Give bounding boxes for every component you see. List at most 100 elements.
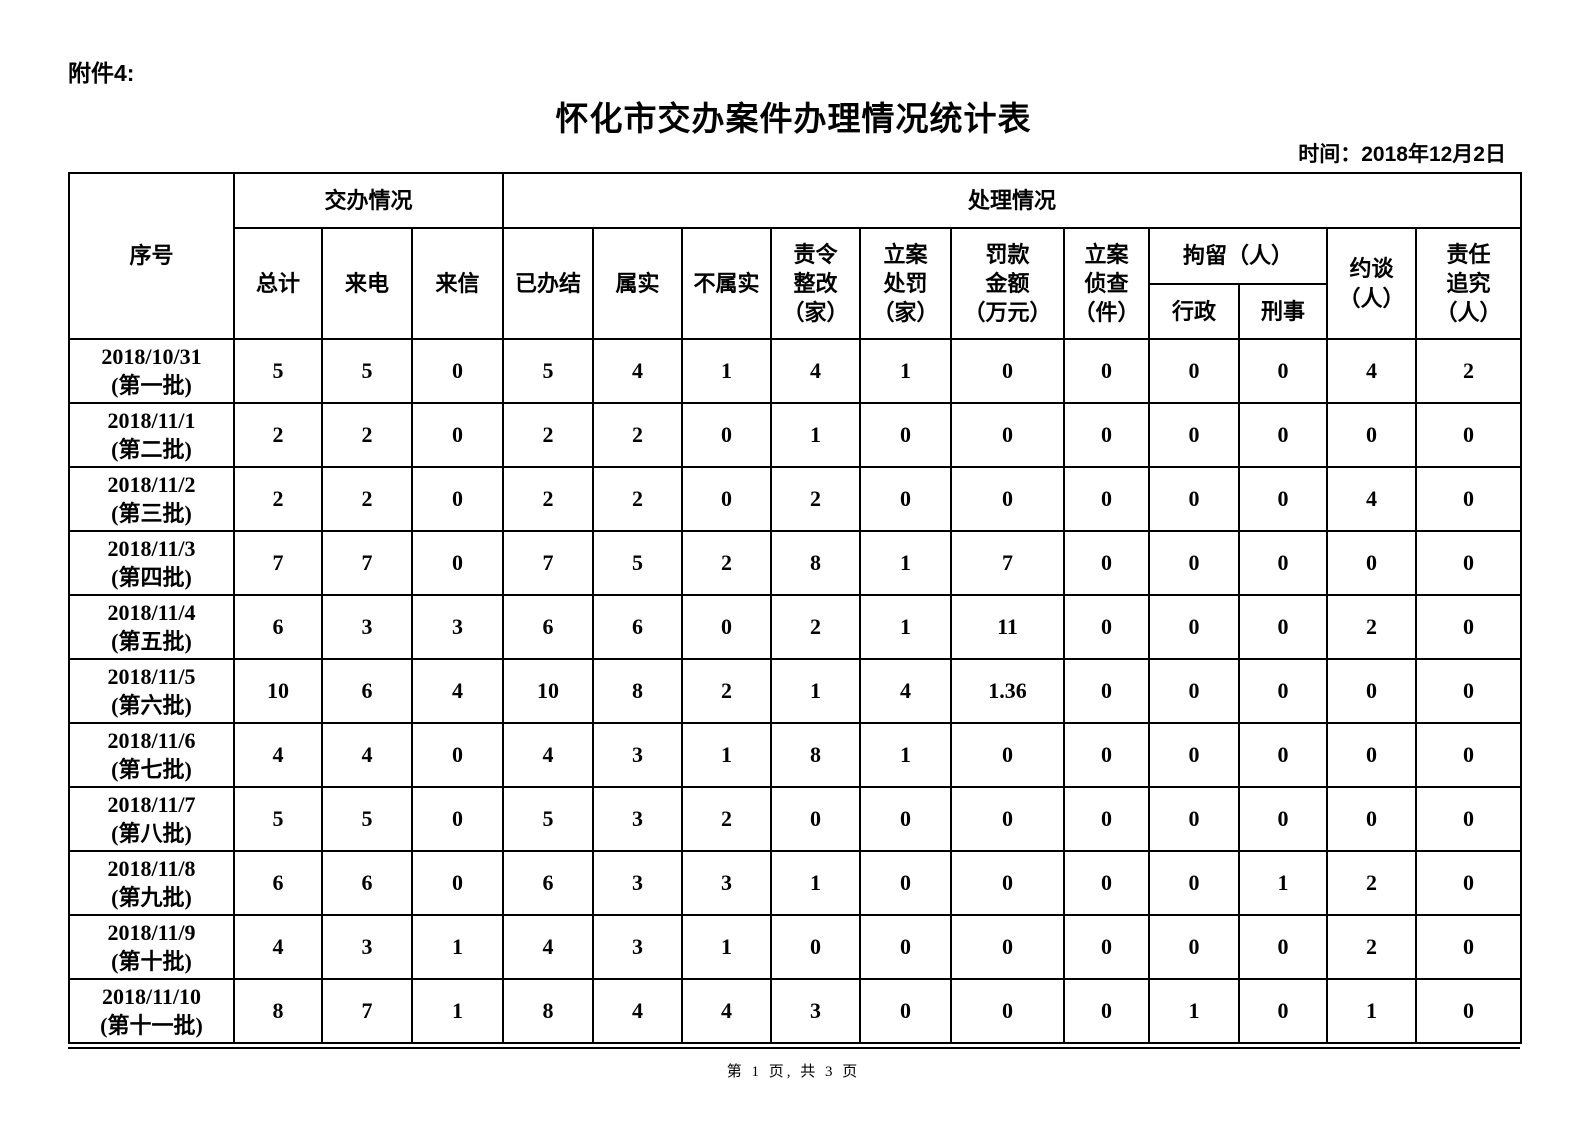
page-footer: 第 1 页, 共 3 页 [726,1064,861,1080]
cell-admin-detention: 0 [1148,914,1241,980]
cell-criminal-detention: 0 [1238,722,1329,788]
cell-admin-detention: 0 [1148,850,1241,916]
row-label-batch: 2018/11/3 (第四批) [68,530,235,596]
cell-rectify: 8 [770,530,862,596]
cell-calls: 2 [321,466,413,532]
table-row: 2018/11/10 (第十一批) 8 7 1 8 4 4 3 0 0 0 1 0 1 0 [68,978,1523,1044]
cell-interview: 4 [1326,338,1418,404]
table-row: 2018/11/7 (第八批) 5 5 0 5 3 2 0 0 0 0 0 0 0 0 [68,786,1523,852]
header-fine: 罚款 金额 （万元） [950,227,1066,340]
cell-verified: 3 [592,722,684,788]
table-row: 2018/11/2 (第三批) 2 2 0 2 2 0 2 0 0 0 0 0 4 0 [68,466,1523,532]
cell-unverified: 4 [681,978,773,1044]
cell-unverified: 0 [681,594,773,660]
cell-investigate: 0 [1063,786,1151,852]
cell-completed: 5 [502,786,595,852]
header-admin-detention: 行政 [1148,283,1241,340]
header-criminal-detention: 刑事 [1238,283,1329,340]
cell-interview: 0 [1326,658,1418,724]
header-unverified: 不属实 [681,227,773,340]
cell-accountability: 2 [1415,338,1523,404]
cell-verified: 4 [592,338,684,404]
cell-criminal-detention: 0 [1238,530,1329,596]
row-label-batch: 2018/11/5 (第六批) [68,658,235,724]
cell-letters: 0 [410,402,505,468]
table-body: 2018/10/31 (第一批) 5 5 0 5 4 1 4 1 0 0 0 0 4 2 2018/11/1 … [68,338,1523,1044]
cell-total: 4 [233,722,323,788]
cell-rectify: 8 [770,722,862,788]
cell-interview: 0 [1326,786,1418,852]
cell-accountability: 0 [1415,466,1523,532]
cell-calls: 3 [321,594,413,660]
cell-admin-detention: 0 [1148,594,1241,660]
header-accountability: 责任 追究 （人） [1415,227,1523,340]
cell-investigate: 0 [1063,978,1151,1044]
cell-accountability: 0 [1415,978,1523,1044]
cell-rectify: 2 [770,594,862,660]
cell-fine: 0 [950,786,1066,852]
cell-rectify: 2 [770,466,862,532]
cell-criminal-detention: 1 [1238,850,1329,916]
cell-fine: 0 [950,466,1066,532]
cell-total: 2 [233,466,323,532]
cell-criminal-detention: 0 [1238,658,1329,724]
header-letters: 来信 [410,227,505,340]
cell-total: 8 [233,978,323,1044]
cell-punish: 0 [859,914,953,980]
table-row: 2018/11/6 (第七批) 4 4 0 4 3 1 8 1 0 0 0 0 0 0 [68,722,1523,788]
cell-unverified: 1 [681,914,773,980]
cell-total: 2 [233,402,323,468]
cell-completed: 6 [502,850,595,916]
cell-calls: 5 [321,338,413,404]
cell-interview: 2 [1326,850,1418,916]
report-date: 时间：2018年12月2日 [1298,143,1506,166]
cell-admin-detention: 0 [1148,658,1241,724]
cell-investigate: 0 [1063,530,1151,596]
cell-unverified: 2 [681,530,773,596]
cell-interview: 0 [1326,402,1418,468]
cell-calls: 4 [321,722,413,788]
cell-accountability: 0 [1415,850,1523,916]
cell-verified: 3 [592,850,684,916]
cell-accountability: 0 [1415,594,1523,660]
cell-completed: 8 [502,978,595,1044]
cell-unverified: 1 [681,722,773,788]
cell-verified: 3 [592,914,684,980]
cell-admin-detention: 0 [1148,786,1241,852]
cell-letters: 0 [410,466,505,532]
cell-fine: 0 [950,722,1066,788]
cell-unverified: 2 [681,786,773,852]
cell-letters: 1 [410,978,505,1044]
row-label-batch: 2018/11/2 (第三批) [68,466,235,532]
header-group-handle: 处理情况 [502,172,1523,229]
cell-fine: 0 [950,850,1066,916]
cell-interview: 2 [1326,914,1418,980]
cell-completed: 4 [502,914,595,980]
cell-interview: 0 [1326,530,1418,596]
row-label-batch: 2018/11/9 (第十批) [68,914,235,980]
cell-fine: 7 [950,530,1066,596]
statistics-table-wrap: 序号 交办情况 处理情况 总计 来电 来信 已办结 属实 不属实 责令 整改 （… [68,172,1523,1049]
header-serial: 序号 [68,172,235,340]
cell-punish: 0 [859,466,953,532]
cell-fine: 11 [950,594,1066,660]
cell-rectify: 3 [770,978,862,1044]
header-punish: 立案 处罚 （家） [859,227,953,340]
cell-admin-detention: 0 [1148,402,1241,468]
cell-rectify: 4 [770,338,862,404]
cell-total: 7 [233,530,323,596]
cell-letters: 0 [410,850,505,916]
cell-admin-detention: 0 [1148,530,1241,596]
cell-punish: 1 [859,530,953,596]
cell-rectify: 1 [770,850,862,916]
cell-calls: 6 [321,850,413,916]
cell-investigate: 0 [1063,338,1151,404]
cell-unverified: 0 [681,402,773,468]
cell-accountability: 0 [1415,914,1523,980]
cell-fine: 0 [950,338,1066,404]
row-label-batch: 2018/11/1 (第二批) [68,402,235,468]
header-rectify: 责令 整改 （家） [770,227,862,340]
cell-punish: 1 [859,338,953,404]
cell-verified: 8 [592,658,684,724]
table-row: 2018/11/1 (第二批) 2 2 0 2 2 0 1 0 0 0 0 0 0 0 [68,402,1523,468]
